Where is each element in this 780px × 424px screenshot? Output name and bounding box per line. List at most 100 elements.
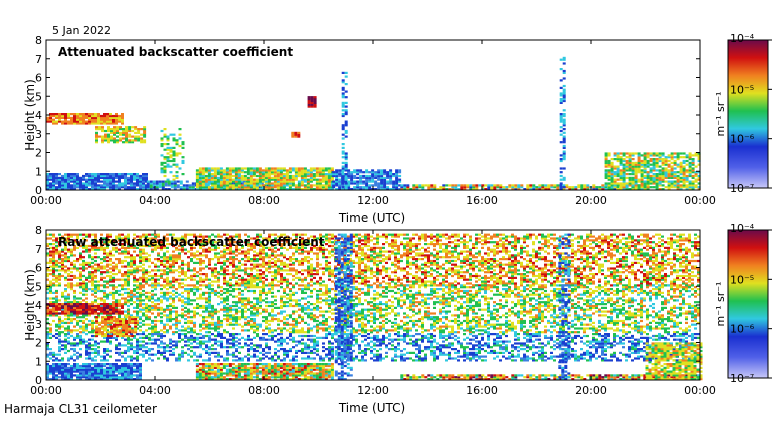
heatmap-cell [124,175,127,177]
heatmap-cell [421,267,424,269]
heatmap-cell [109,122,112,124]
heatmap-cell [563,57,566,59]
heatmap-cell [623,175,626,177]
heatmap-cell [481,258,484,260]
heatmap-cell [674,181,677,183]
heatmap-cell [319,264,322,266]
heatmap-cell [150,181,153,183]
heatmap-cell [103,271,106,273]
heatmap-cell [55,252,58,254]
heatmap-cell [412,275,415,277]
heatmap-cell [490,236,493,238]
heatmap-cell [136,281,139,283]
heatmap-cell [115,177,118,179]
heatmap-cell [451,247,454,249]
heatmap-cell [220,177,223,179]
heatmap-cell [653,152,656,154]
heatmap-cell [199,258,202,260]
heatmap-cell [386,182,389,184]
heatmap-cell [328,262,331,264]
heatmap-cell [677,164,680,166]
heatmap-cell [181,269,184,271]
heatmap-cell [73,173,76,175]
heatmap-cell [73,266,76,268]
heatmap-cell [644,182,647,184]
heatmap-cell [115,175,118,177]
heatmap-cell [424,266,427,268]
heatmap-cell [61,181,64,183]
heatmap-cell [370,277,373,279]
heatmap-cell [283,169,286,171]
heatmap-cell [361,236,364,238]
heatmap-cell [364,284,367,286]
heatmap-cell [250,173,253,175]
heatmap-cell [532,254,535,256]
heatmap-cell [164,134,167,136]
heatmap-cell [109,181,112,183]
heatmap-cell [373,260,376,262]
heatmap-cell [514,184,517,186]
heatmap-cell [421,281,424,283]
heatmap-cell [103,281,106,283]
heatmap-cell [314,100,317,102]
heatmap-cell [389,173,392,175]
heatmap-cell [421,237,424,239]
heatmap-cell [466,260,469,262]
heatmap-cell [668,173,671,175]
heatmap-cell [659,175,662,177]
heatmap-cell [424,236,427,238]
heatmap-cell [650,182,653,184]
heatmap-cell [223,254,226,256]
heatmap-cell [433,254,436,256]
heatmap-cell [301,184,304,186]
heatmap-cell [508,258,511,260]
heatmap-cell [325,269,328,271]
heatmap-cell [235,181,238,183]
heatmap-cell [115,267,118,269]
heatmap-cell [686,181,689,183]
heatmap-cell [214,252,217,254]
heatmap-cell [463,256,466,258]
heatmap-cell [490,264,493,266]
heatmap-cell [208,186,211,188]
heatmap-cell [67,184,70,186]
heatmap-cell [67,279,70,281]
heatmap-cell [611,184,614,186]
heatmap-cell [478,234,481,236]
heatmap-cell [563,92,566,94]
heatmap-cell [338,175,341,177]
heatmap-cell [379,252,382,254]
heatmap-cell [490,258,493,260]
heatmap-cell [202,173,205,175]
heatmap-cell [274,254,277,256]
heatmap-cell [82,175,85,177]
heatmap-cell [229,258,232,260]
heatmap-cell [190,260,193,262]
heatmap-cell [361,243,364,245]
heatmap-cell [115,258,118,260]
heatmap-cell [653,182,656,184]
heatmap-cell [677,154,680,156]
heatmap-cell [350,181,353,183]
heatmap-cell [163,273,166,275]
heatmap-cell [418,266,421,268]
heatmap-cell [76,282,79,284]
heatmap-cell [167,143,170,145]
heatmap-cell [493,252,496,254]
heatmap-cell [448,245,451,247]
heatmap-cell [695,166,698,168]
heatmap-cell [445,247,448,249]
heatmap-cell [307,282,310,284]
heatmap-cell [505,282,508,284]
heatmap-cell [274,182,277,184]
heatmap-cell [629,167,632,169]
heatmap-cell [286,264,289,266]
heatmap-cell [64,115,67,117]
heatmap-cell [256,282,259,284]
heatmap-cell [55,266,58,268]
heatmap-cell [565,184,568,186]
heatmap-cell [295,251,298,253]
heatmap-cell [295,269,298,271]
heatmap-cell [647,181,650,183]
heatmap-cell [359,181,362,183]
